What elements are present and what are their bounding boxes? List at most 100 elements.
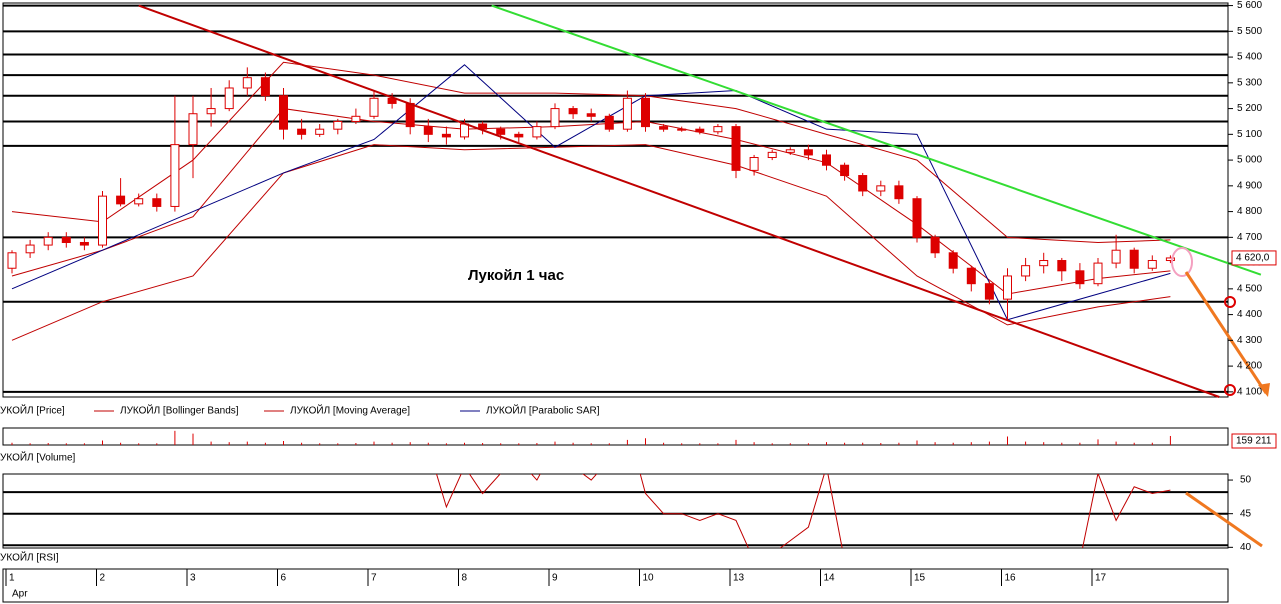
y-tick-label: 4 500 [1237, 283, 1262, 294]
highlight [1171, 247, 1193, 277]
candle-body [858, 175, 868, 192]
candle-body [279, 95, 288, 130]
panel-title: УКОЙЛ [Volume] [0, 451, 76, 464]
candle-body [369, 97, 379, 117]
y-tick-label: 5 200 [1237, 103, 1262, 114]
overlay [138, 4, 1262, 398]
candle-body [134, 198, 144, 205]
rsi-tick-label: 40 [1240, 542, 1252, 553]
candle-body [568, 108, 578, 115]
candle-body [604, 115, 614, 130]
volume-box [1231, 433, 1277, 449]
candle-body [242, 77, 252, 89]
y-tick-label: 4 800 [1237, 206, 1262, 217]
candle-body [514, 133, 524, 138]
candle-body [930, 236, 940, 254]
day-label: 2 [100, 573, 106, 584]
candle-body [152, 198, 162, 207]
legend-entry: ЛУКОЙЛ [Parabolic SAR] [486, 404, 600, 417]
candle-body [98, 195, 107, 246]
y-tick-label: 4 700 [1237, 232, 1262, 243]
trendline [138, 4, 1220, 398]
bollinger-lower [11, 144, 1171, 341]
day-label: 9 [552, 573, 558, 584]
y-tick-label: 4 400 [1237, 309, 1262, 320]
candle-body [749, 157, 759, 171]
price-panel [2, 2, 1229, 398]
candle-body [822, 154, 831, 166]
candle-body [894, 185, 904, 200]
candle-body [423, 126, 433, 135]
candle-body [659, 126, 669, 130]
legend-entry: ЛУКОЙЛ [Bollinger Bands] [120, 404, 239, 417]
day-label: 10 [643, 573, 655, 584]
candle-body [1039, 260, 1049, 267]
candle-body [1147, 260, 1157, 269]
candle-body [912, 198, 922, 238]
day-label: 14 [824, 573, 836, 584]
candle-body [550, 108, 560, 128]
candle-body [496, 128, 506, 135]
day-label: 16 [1005, 573, 1017, 584]
y-tick-label: 4 900 [1237, 180, 1262, 191]
candle-body [351, 115, 361, 122]
bollinger-upper [11, 61, 1171, 243]
candle-body [333, 120, 343, 130]
candle-body [315, 128, 325, 135]
candle-body [785, 149, 795, 153]
candle-body [731, 126, 741, 171]
annotation: Лукойл 1 час [468, 267, 564, 284]
candle-body [641, 97, 650, 128]
y-tick-label: 5 100 [1237, 129, 1262, 140]
rsi-tick-label: 45 [1240, 508, 1252, 519]
rsi-line [436, 474, 1171, 548]
candle-body [984, 283, 994, 300]
volume-label: 159 211 [1236, 436, 1272, 447]
candle-body [260, 77, 270, 97]
candle-body [206, 108, 216, 115]
candle-body [188, 113, 198, 146]
candle-body [840, 164, 850, 177]
candle-body [170, 144, 180, 207]
candle-body [1057, 260, 1067, 272]
month-label: Apr [12, 589, 28, 600]
candle-body [677, 128, 687, 131]
candle-body [1111, 249, 1121, 264]
candle-body [1075, 270, 1085, 285]
legend-entry: УКОЙЛ [Price] [0, 404, 65, 417]
price-label: 4 620,0 [1236, 253, 1270, 264]
y-tick-label: 5 300 [1237, 77, 1262, 88]
candle-body [79, 241, 89, 246]
candle-body [586, 113, 596, 117]
level-marker [1224, 296, 1236, 308]
candle-body [1165, 257, 1175, 262]
arrow-head [1258, 383, 1270, 397]
candle-body [1021, 265, 1031, 277]
y-tick-label: 5 600 [1237, 0, 1262, 11]
rsi-tick-label: 50 [1240, 475, 1252, 486]
candle-body [441, 133, 451, 138]
trendline [491, 4, 1262, 276]
y-tick-label: 4 300 [1237, 335, 1262, 346]
day-label: 3 [190, 573, 196, 584]
candle-body [622, 97, 632, 130]
candle-body [405, 102, 415, 128]
candle-body [876, 185, 886, 192]
rsi-panel [2, 473, 1229, 549]
candle-body [532, 126, 542, 138]
day-label: 15 [914, 573, 926, 584]
y-tick-label: 5 000 [1237, 155, 1262, 166]
day-label: 17 [1095, 573, 1107, 584]
legend-entry: ЛУКОЙЛ [Moving Average] [290, 404, 410, 417]
candle-body [297, 128, 307, 135]
volume-plot [11, 430, 1171, 445]
candle-body [948, 252, 958, 269]
candle-body [695, 128, 705, 133]
y-tick-label: 5 400 [1237, 52, 1262, 63]
moving-average [11, 108, 1171, 295]
candle-body [713, 126, 723, 133]
candle-body [803, 149, 813, 156]
price-box [1231, 250, 1277, 266]
panel-title: УКОЙЛ [RSI] [0, 551, 59, 564]
